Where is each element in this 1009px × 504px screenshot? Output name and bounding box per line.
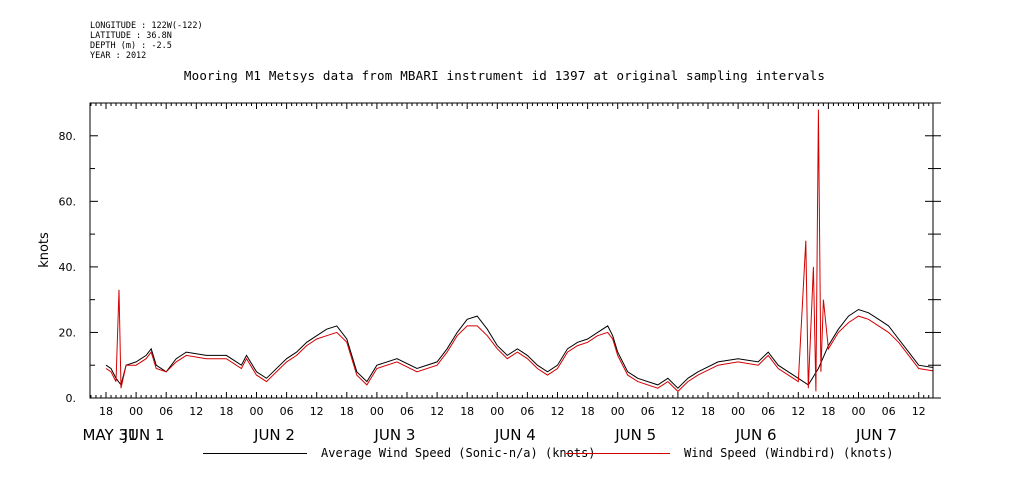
legend-item-windbird: Wind Speed (Windbird) (knots) xyxy=(566,446,894,460)
legend: Average Wind Speed (Sonic-n/a) (knots) W… xyxy=(0,446,1009,464)
latitude-label: LATITUDE : 36.8N xyxy=(90,31,172,41)
x-tick-label: 12 xyxy=(551,405,565,418)
series-line-windbird-wind-speed xyxy=(105,109,933,393)
legend-swatch-windbird xyxy=(566,452,670,454)
x-tick-label: 00 xyxy=(731,405,745,418)
x-date-label: JUN 1 xyxy=(123,426,165,444)
series-line-average-wind-speed xyxy=(105,308,933,389)
x-tick-label: 12 xyxy=(310,405,324,418)
x-tick-label: 06 xyxy=(280,405,294,418)
x-tick-label: 06 xyxy=(641,405,655,418)
chart-title: Mooring M1 Metsys data from MBARI instru… xyxy=(183,68,826,83)
x-tick-label: 06 xyxy=(159,405,173,418)
legend-label-windbird: Wind Speed (Windbird) (knots) xyxy=(684,446,894,460)
y-axis-label: knots xyxy=(37,232,52,268)
longitude-label: LONGITUDE : 122W(-122) xyxy=(90,21,203,31)
depth-label: DEPTH (m) : -2.5 xyxy=(90,41,172,51)
x-date-label: MAY 31 xyxy=(82,426,137,444)
y-tick-label: 80. xyxy=(59,130,77,143)
x-tick-label: 12 xyxy=(912,405,926,418)
x-date-label: JUN 6 xyxy=(735,426,777,444)
x-tick-label: 06 xyxy=(400,405,414,418)
x-tick-label: 18 xyxy=(99,405,113,418)
x-tick-label: 06 xyxy=(882,405,896,418)
x-date-label: JUN 4 xyxy=(494,426,536,444)
x-date-label: JUN 7 xyxy=(855,426,897,444)
x-tick-label: 00 xyxy=(370,405,384,418)
x-tick-label: 18 xyxy=(701,405,715,418)
x-tick-label: 06 xyxy=(520,405,534,418)
x-tick-label: 18 xyxy=(821,405,835,418)
x-tick-label: 12 xyxy=(671,405,685,418)
x-tick-label: 18 xyxy=(219,405,233,418)
x-tick-label: 18 xyxy=(581,405,595,418)
x-date-label: JUN 5 xyxy=(614,426,656,444)
metadata-block: LONGITUDE : 122W(-122) LATITUDE : 36.8N … xyxy=(90,21,203,61)
x-tick-label: 00 xyxy=(852,405,866,418)
y-tick-label: 0. xyxy=(66,392,77,405)
y-tick-label: 20. xyxy=(59,326,77,339)
x-tick-label: 00 xyxy=(611,405,625,418)
x-tick-label: 00 xyxy=(250,405,264,418)
x-tick-label: 06 xyxy=(761,405,775,418)
legend-swatch-average xyxy=(203,452,307,454)
x-tick-label: 00 xyxy=(490,405,504,418)
x-date-label: JUN 3 xyxy=(373,426,415,444)
year-label: YEAR : 2012 xyxy=(90,51,147,61)
x-tick-label: 18 xyxy=(460,405,474,418)
legend-label-average: Average Wind Speed (Sonic-n/a) (knots) xyxy=(321,446,596,460)
x-tick-label: 12 xyxy=(791,405,805,418)
legend-item-average: Average Wind Speed (Sonic-n/a) (knots) xyxy=(203,446,596,460)
x-tick-label: 12 xyxy=(430,405,444,418)
x-date-label: JUN 2 xyxy=(253,426,295,444)
plot-frame xyxy=(89,102,934,399)
x-tick-label: 18 xyxy=(340,405,354,418)
y-tick-label: 40. xyxy=(59,261,77,274)
y-tick-label: 60. xyxy=(59,195,77,208)
x-tick-label: 12 xyxy=(189,405,203,418)
x-tick-label: 00 xyxy=(129,405,143,418)
